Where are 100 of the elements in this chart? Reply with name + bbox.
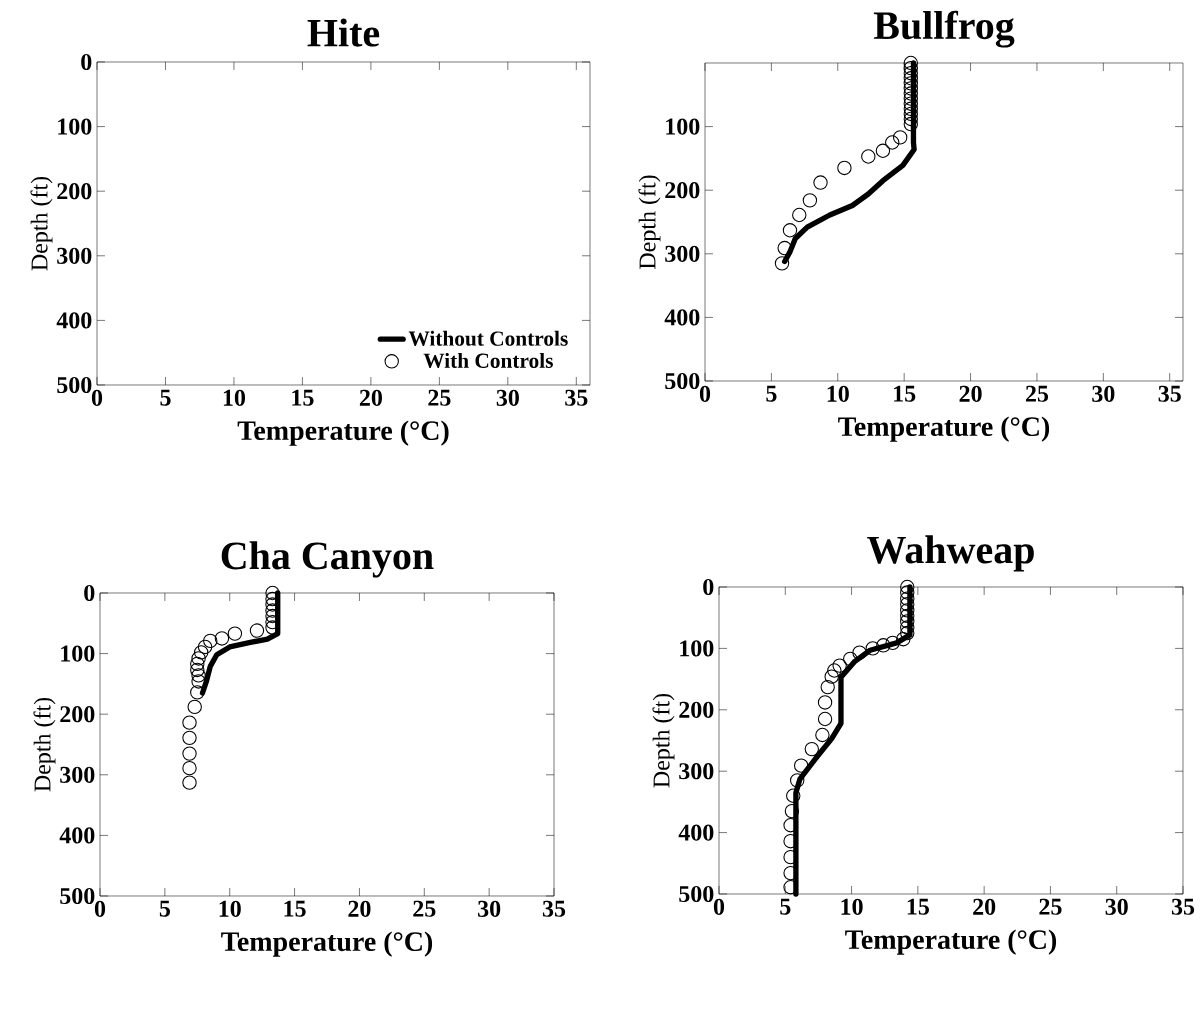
x-tick-label: 5: [159, 900, 170, 917]
x-tick-label: 35: [1171, 898, 1195, 915]
point: [861, 149, 876, 164]
point: [903, 86, 919, 101]
y-axis-title: Depth (ft): [33, 697, 56, 792]
point: [782, 223, 798, 238]
point: [900, 625, 915, 641]
point: [190, 656, 205, 672]
point: [865, 641, 880, 656]
point: [182, 715, 197, 730]
point: [182, 746, 197, 761]
point: [832, 658, 847, 673]
point: [903, 81, 919, 96]
x-tick-label: 35: [565, 389, 588, 406]
y-tick-label: 0: [84, 584, 95, 602]
point: [852, 645, 867, 660]
x-axis-title: Temperature (°C): [237, 420, 449, 446]
x-tick-label: 10: [223, 389, 246, 406]
x-tick-label: 5: [160, 389, 171, 406]
point: [817, 711, 833, 727]
x-tick-label: 25: [1025, 385, 1049, 402]
point: [903, 55, 919, 71]
y-tick-label: 400: [678, 824, 714, 841]
x-tick-label: 5: [780, 898, 791, 915]
point: [824, 669, 839, 684]
x-tick-label: 30: [496, 389, 519, 406]
point: [837, 160, 852, 176]
point: [900, 596, 915, 612]
y-axis-title: Depth (ft): [638, 175, 661, 269]
y-tick-label: 100: [58, 118, 92, 135]
y-tick-label: 0: [81, 53, 92, 71]
point: [227, 626, 243, 641]
point: [843, 651, 858, 667]
y-tick-label: 200: [57, 183, 92, 200]
x-tick-label: 35: [1158, 385, 1181, 402]
x-tick-label: 25: [1039, 898, 1062, 915]
y-tick-label: 100: [666, 118, 700, 135]
x-tick-label: 20: [959, 385, 982, 402]
y-tick-label: 0: [703, 578, 714, 596]
point: [182, 730, 197, 746]
point: [197, 639, 213, 655]
point: [827, 663, 842, 678]
point: [903, 111, 919, 127]
y-tick-label: 200: [665, 182, 700, 199]
point: [190, 685, 205, 700]
x-tick-label: 10: [219, 900, 241, 917]
point: [193, 645, 209, 660]
point: [903, 76, 919, 91]
y-tick-label: 300: [57, 247, 92, 264]
point: [903, 91, 919, 106]
x-tick-label: 10: [827, 385, 849, 402]
point: [191, 674, 206, 689]
point: [900, 579, 915, 595]
y-tick-label: 200: [679, 701, 714, 718]
x-tick-label: 20: [973, 898, 996, 915]
x-tick-label: 10: [841, 898, 863, 915]
x-tick-label: 15: [292, 389, 314, 406]
y-tick-label: 500: [665, 372, 700, 390]
y-tick-label: 200: [60, 706, 95, 723]
point: [903, 60, 919, 76]
chart-title: Cha Canyon: [221, 541, 434, 578]
x-tick-label: 25: [428, 389, 451, 406]
y-tick-label: 300: [60, 766, 95, 783]
point: [774, 256, 790, 271]
point: [885, 135, 900, 150]
x-tick-label: 30: [1092, 385, 1115, 402]
point: [900, 620, 915, 635]
point: [786, 788, 801, 803]
y-tick-label: 100: [61, 645, 95, 662]
point: [903, 65, 919, 81]
x-tick-label: 35: [542, 900, 566, 917]
point: [903, 96, 919, 111]
x-tick-label: 15: [284, 900, 306, 917]
legend-label: With Controls: [423, 352, 553, 369]
point: [896, 631, 911, 647]
x-axis-title: Temperature (°C): [845, 929, 1057, 955]
x-tick-label: 0: [713, 898, 725, 915]
y-tick-label: 500: [60, 887, 95, 905]
point: [784, 803, 800, 819]
point: [815, 727, 830, 743]
chart-title: Bullfrog: [873, 10, 1015, 48]
point: [817, 695, 833, 710]
x-tick-label: 0: [94, 900, 106, 917]
legend-label: Without Controls: [408, 330, 568, 346]
point: [900, 614, 915, 629]
x-tick-label: 30: [1105, 898, 1128, 915]
x-tick-label: 20: [348, 900, 371, 917]
point: [900, 603, 915, 618]
point: [777, 240, 792, 256]
y-tick-label: 400: [59, 827, 95, 844]
chart-title: Hite: [307, 18, 380, 47]
y-tick-label: 300: [665, 245, 700, 262]
point: [182, 775, 197, 790]
point: [804, 741, 820, 757]
point: [903, 71, 919, 86]
y-tick-label: 500: [679, 885, 714, 903]
x-tick-label: 20: [359, 389, 382, 406]
point: [900, 608, 915, 624]
point: [203, 633, 218, 649]
y-tick-label: 400: [664, 309, 700, 326]
